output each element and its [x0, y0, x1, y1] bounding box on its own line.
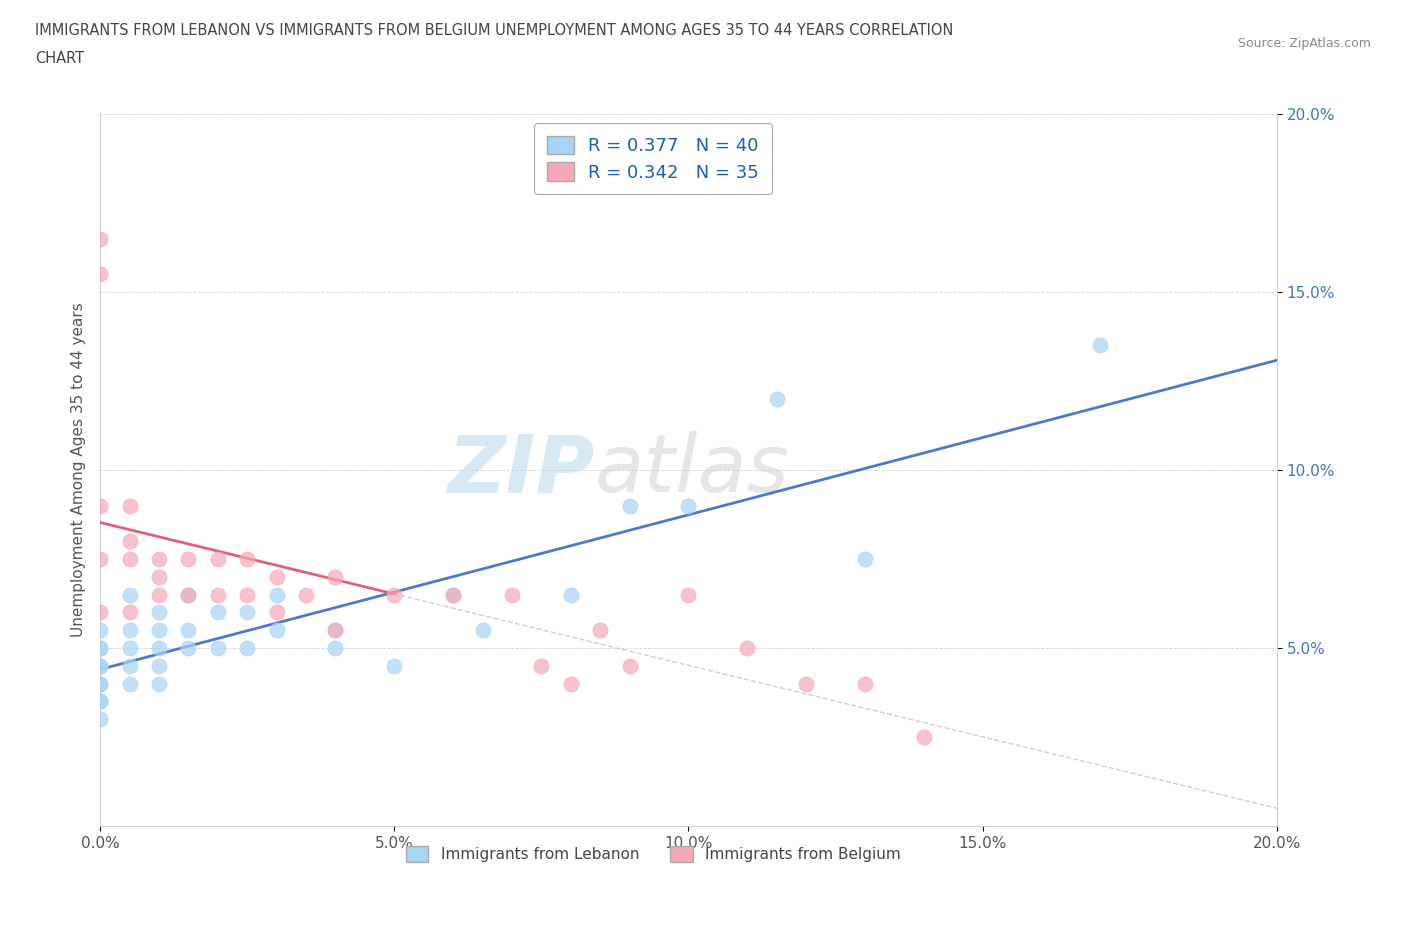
Point	[148, 641, 170, 656]
Point	[619, 658, 641, 673]
Point	[441, 587, 464, 602]
Point	[89, 676, 111, 691]
Point	[89, 498, 111, 513]
Point	[207, 641, 229, 656]
Point	[325, 569, 347, 584]
Point	[148, 658, 170, 673]
Point	[148, 605, 170, 620]
Point	[89, 605, 111, 620]
Point	[118, 641, 141, 656]
Point	[236, 551, 259, 566]
Point	[118, 676, 141, 691]
Y-axis label: Unemployment Among Ages 35 to 44 years: Unemployment Among Ages 35 to 44 years	[72, 302, 86, 637]
Point	[382, 587, 405, 602]
Point	[148, 623, 170, 638]
Point	[118, 658, 141, 673]
Point	[619, 498, 641, 513]
Point	[266, 623, 288, 638]
Point	[89, 551, 111, 566]
Point	[501, 587, 523, 602]
Point	[266, 587, 288, 602]
Point	[148, 587, 170, 602]
Point	[1088, 338, 1111, 352]
Point	[118, 623, 141, 638]
Point	[148, 569, 170, 584]
Point	[382, 658, 405, 673]
Point	[236, 641, 259, 656]
Point	[853, 676, 876, 691]
Point	[325, 623, 347, 638]
Point	[89, 694, 111, 709]
Point	[118, 534, 141, 549]
Point	[89, 641, 111, 656]
Point	[118, 498, 141, 513]
Point	[794, 676, 817, 691]
Point	[89, 623, 111, 638]
Point	[177, 551, 200, 566]
Text: Source: ZipAtlas.com: Source: ZipAtlas.com	[1237, 37, 1371, 50]
Point	[853, 551, 876, 566]
Point	[89, 676, 111, 691]
Point	[266, 605, 288, 620]
Point	[735, 641, 758, 656]
Point	[89, 658, 111, 673]
Point	[765, 392, 787, 406]
Point	[236, 605, 259, 620]
Point	[325, 641, 347, 656]
Point	[177, 587, 200, 602]
Point	[471, 623, 494, 638]
Point	[207, 587, 229, 602]
Point	[295, 587, 318, 602]
Point	[89, 658, 111, 673]
Point	[89, 711, 111, 726]
Point	[560, 676, 582, 691]
Point	[118, 605, 141, 620]
Point	[177, 623, 200, 638]
Point	[148, 676, 170, 691]
Text: atlas: atlas	[595, 431, 789, 509]
Point	[118, 551, 141, 566]
Point	[266, 569, 288, 584]
Point	[236, 587, 259, 602]
Text: IMMIGRANTS FROM LEBANON VS IMMIGRANTS FROM BELGIUM UNEMPLOYMENT AMONG AGES 35 TO: IMMIGRANTS FROM LEBANON VS IMMIGRANTS FR…	[35, 23, 953, 38]
Point	[678, 498, 700, 513]
Point	[207, 605, 229, 620]
Point	[89, 694, 111, 709]
Point	[678, 587, 700, 602]
Point	[560, 587, 582, 602]
Point	[530, 658, 553, 673]
Text: ZIP: ZIP	[447, 431, 595, 509]
Point	[177, 641, 200, 656]
Point	[325, 623, 347, 638]
Point	[912, 729, 935, 744]
Point	[89, 641, 111, 656]
Point	[118, 587, 141, 602]
Point	[207, 551, 229, 566]
Text: CHART: CHART	[35, 51, 84, 66]
Point	[177, 587, 200, 602]
Point	[589, 623, 612, 638]
Point	[441, 587, 464, 602]
Point	[148, 551, 170, 566]
Point	[89, 232, 111, 246]
Point	[89, 267, 111, 282]
Legend: Immigrants from Lebanon, Immigrants from Belgium: Immigrants from Lebanon, Immigrants from…	[399, 840, 907, 869]
